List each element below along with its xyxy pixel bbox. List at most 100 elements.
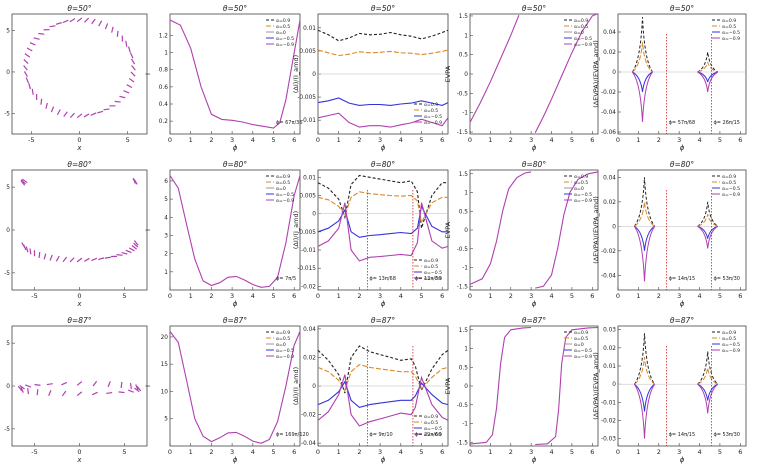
series-line — [534, 13, 599, 134]
x-tick-label: 4 — [697, 136, 701, 144]
series-line — [317, 29, 449, 42]
y-tick-label: 0 — [464, 72, 468, 78]
y-tick-label: 0 — [312, 212, 316, 218]
plot-frame — [617, 169, 747, 291]
legend-label: α=0.5 — [722, 24, 736, 30]
x-tick-label: 1 — [488, 448, 492, 456]
y-tick-label: 1 — [464, 191, 468, 197]
spike-line — [632, 71, 653, 93]
x-tick-label: 4 — [251, 136, 255, 144]
plot-frame — [11, 325, 148, 447]
panel-r2c0: θ=87°-505-505xy — [4, 316, 148, 464]
y-tick-label: 0.03 — [603, 328, 616, 334]
x-tick-label: 4 — [399, 292, 403, 300]
polarization-tick — [56, 109, 61, 116]
polarization-tick — [84, 17, 90, 23]
polarization-tick — [133, 240, 139, 246]
annotation-label: ϕ= 67π/36 — [276, 120, 303, 126]
polarization-tick — [135, 384, 139, 391]
x-tick-label: 2 — [509, 448, 513, 456]
y-axis-label: I — [144, 73, 152, 75]
y-tick-label: -1.5 — [457, 440, 469, 446]
polarization-tick — [90, 112, 97, 116]
y-tick-label: -0.5 — [457, 403, 469, 409]
x-tick-label: 5 — [126, 136, 130, 144]
y-tick-label: -1 — [462, 266, 468, 272]
y-tick-label: 0.01 — [603, 364, 616, 370]
y-tick-label: 0.02 — [603, 50, 616, 56]
y-axis-label: I — [144, 385, 152, 387]
legend-label: α=−0.5 — [276, 192, 294, 198]
spike-line — [633, 226, 656, 282]
legend-label: α=−0.9 — [722, 36, 740, 42]
legend-label: α=0.5 — [722, 336, 736, 342]
x-tick-label: 6 — [440, 136, 444, 144]
polarization-tick — [43, 253, 47, 260]
y-axis-label: EVPA — [444, 221, 452, 238]
legend-label: α=−0.5 — [424, 426, 442, 432]
panel-r1c2: θ=80° 0 1 2 3 4 5 6 -0.02 -0.015 -0.01 -0.005 0 0.005… — [292, 160, 449, 308]
y-tick-label: 0.01 — [303, 26, 316, 32]
x-tick-label: 5 — [419, 292, 423, 300]
x-tick-label: 0 — [316, 136, 320, 144]
annotation-label: ϕ= 57π/68 — [669, 120, 696, 126]
x-tick-label: 2 — [357, 292, 361, 300]
polarization-tick — [20, 179, 26, 185]
polarization-tick — [62, 256, 68, 263]
legend-label: α=−0.5 — [574, 348, 592, 354]
polarization-tick — [134, 387, 140, 393]
polarization-tick — [98, 257, 105, 261]
polarization-tick — [76, 381, 83, 386]
y-tick-label: 0.4 — [159, 102, 169, 108]
legend-label: α=−0.5 — [574, 36, 592, 42]
y-tick-label: 0.02 — [603, 346, 616, 352]
x-tick-label: 4 — [549, 448, 553, 456]
polarization-tick — [120, 381, 123, 388]
x-tick-label: 6 — [292, 292, 296, 300]
y-tick-label: 0.005 — [299, 193, 316, 199]
y-tick-label: 0.04 — [603, 175, 616, 181]
polarization-tick — [27, 388, 30, 395]
polarization-tick — [28, 83, 32, 90]
x-tick-label: 0 — [616, 136, 620, 144]
plot-frame — [617, 325, 747, 447]
y-tick-label: -0.01 — [301, 118, 316, 124]
panel-title: θ=80° — [670, 160, 694, 169]
panel-title: θ=50° — [522, 4, 546, 13]
polarization-tick — [91, 257, 98, 262]
x-axis-label: ϕ — [381, 300, 386, 308]
polarization-tick — [55, 22, 62, 25]
y-axis-label: (ΔEVPA)/(EVPA_amd) — [592, 196, 600, 263]
y-tick-label: 0.02 — [303, 355, 316, 361]
legend-label: α=−0.9 — [722, 348, 740, 354]
polarization-tick — [121, 251, 128, 255]
spike-line — [697, 61, 719, 73]
x-tick-label: 6 — [590, 136, 594, 144]
y-tick-label: 0 — [612, 382, 616, 388]
series-line — [169, 19, 301, 129]
spike-line — [697, 383, 719, 401]
spike-line — [697, 213, 719, 227]
x-tick-label: 0 — [468, 136, 472, 144]
polarization-tick — [116, 254, 123, 256]
series-line — [469, 171, 532, 285]
panel-r1c1: θ=80° 0 1 2 3 4 5 6 1 2 3 4 5 6 ϕ Iα=0.9α=0.5α=0α=−0.5α… — [144, 160, 301, 308]
polarization-tick — [125, 40, 128, 47]
y-tick-label: 5 — [164, 417, 168, 423]
legend-label: α=−0.5 — [722, 30, 740, 36]
polarization-tick — [133, 242, 139, 248]
spike-line — [697, 71, 719, 83]
x-tick-label: 3 — [677, 292, 681, 300]
y-axis-label: (ΔEVPA)/(EVPA_amd) — [592, 352, 600, 419]
spike-line — [697, 71, 719, 93]
x-tick-label: 3 — [677, 136, 681, 144]
polarization-tick — [76, 391, 83, 397]
panel-r1c4: θ=80° 0 1 2 3 4 5 6 -0.04 -0.02 0 0.02 0.04 ϕ (ΔEVPA)/… — [592, 160, 747, 308]
y-tick-label: -0.02 — [601, 249, 616, 255]
polarization-tick — [40, 98, 43, 105]
plot-frame — [169, 169, 301, 291]
legend-label: α=−0.9 — [424, 432, 442, 438]
x-tick-label: 3 — [529, 136, 533, 144]
plot-frame — [317, 169, 449, 291]
